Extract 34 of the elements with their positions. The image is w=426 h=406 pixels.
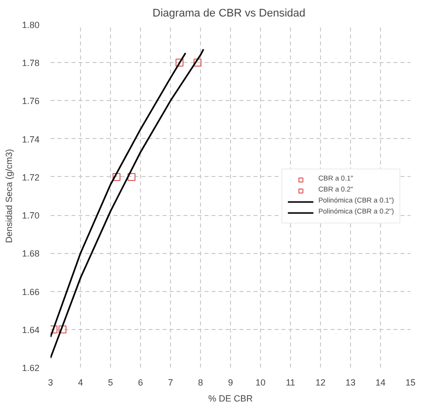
- y-tick-label: 1.76: [22, 96, 40, 106]
- point: [128, 172, 136, 181]
- x-tick-label: 4: [78, 378, 84, 388]
- x-tick-label: 9: [228, 378, 234, 388]
- x-tick-label: 10: [255, 378, 266, 388]
- y-tick-label: 1.78: [22, 58, 40, 68]
- x-tick-label: 11: [286, 378, 296, 388]
- y-tick-label: 1.80: [22, 20, 40, 30]
- y-tick-label: 1.72: [22, 172, 40, 182]
- y-tick-label: 1.74: [22, 134, 40, 144]
- x-tick-label: 15: [405, 378, 416, 388]
- y-tick-label: 1.68: [22, 248, 40, 259]
- y-tick-label: 1.64: [22, 324, 40, 335]
- point: [50, 325, 58, 334]
- line-series: [50, 48, 204, 359]
- y-tick-label: 1.62: [22, 363, 40, 373]
- y-tick-label: 1.66: [22, 286, 40, 297]
- x-tick-label: 8: [198, 378, 204, 388]
- x-tick-label: 13: [345, 378, 356, 388]
- point: [194, 58, 202, 67]
- x-tick-label: 3: [48, 378, 54, 388]
- x-tick-label: 14: [375, 378, 386, 388]
- y-axis-title: Densidad Seca (g/cm3): [4, 148, 14, 244]
- x-tick-label: 6: [138, 378, 144, 388]
- x-tick-label: 7: [168, 378, 174, 388]
- x-tick-label: 5: [108, 378, 114, 388]
- chart-title: Diagrama de CBR vs Densidad: [152, 8, 306, 20]
- x-tick-label: 12: [315, 378, 326, 388]
- point: [176, 58, 184, 67]
- point: [112, 172, 120, 181]
- y-tick-label: 1.70: [22, 210, 40, 221]
- point: [58, 325, 66, 334]
- line-series: [50, 52, 186, 338]
- x-axis-title: % DE CBR: [208, 394, 254, 404]
